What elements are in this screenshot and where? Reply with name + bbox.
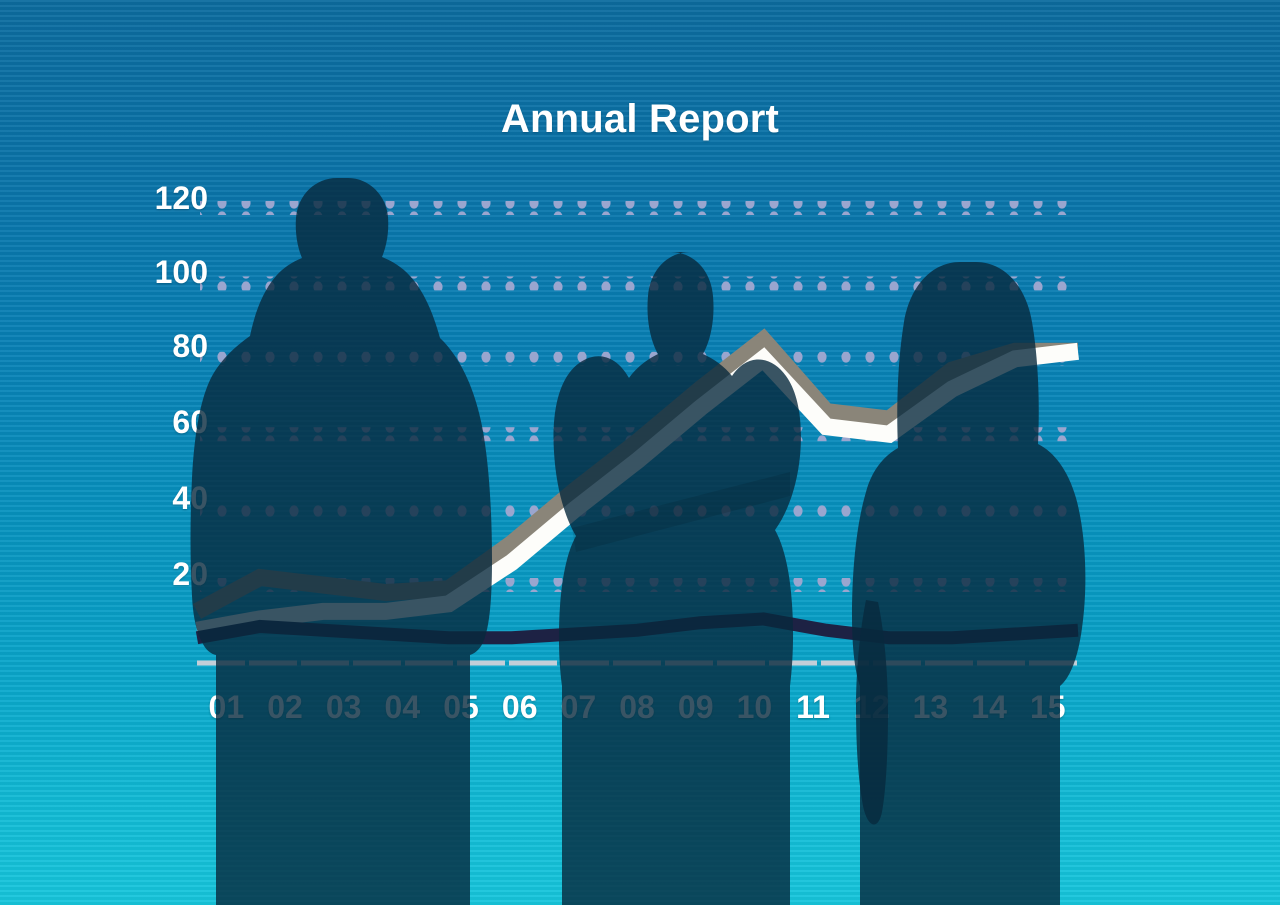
y-tick-60: 60 [172,404,208,440]
x-tick-14: 14 [971,689,1007,725]
x-tick-15: 15 [1029,689,1066,725]
y-tick-100: 100 [154,254,208,290]
x-tick-12: 12 [853,689,890,725]
y-tick-20: 20 [172,556,208,592]
x-tick-04: 04 [384,689,421,725]
y-tick-80: 80 [172,328,208,364]
x-tick-13: 13 [912,689,949,725]
x-tick-09: 09 [677,689,714,725]
x-tick-02: 02 [267,689,303,725]
x-tick-06: 06 [501,689,538,725]
x-tick-08: 08 [619,689,655,725]
page-title: Annual Report [500,97,780,141]
y-tick-40: 40 [172,480,208,516]
x-tick-10: 10 [736,689,773,725]
x-tick-07: 07 [560,689,597,725]
x-axis-labels: 01 02 03 04 05 06 07 08 09 10 11 12 13 14 15 [197,686,1077,728]
x-tick-05: 05 [443,689,479,725]
x-tick-03: 03 [325,689,362,725]
x-tick-01: 01 [208,689,245,725]
x-tick-11: 11 [796,689,830,725]
y-tick-120: 120 [154,180,208,216]
